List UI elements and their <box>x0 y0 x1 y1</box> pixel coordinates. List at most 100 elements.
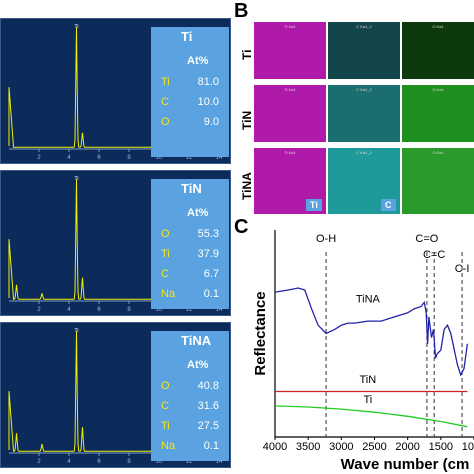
eds-tick-label: 4 <box>67 459 71 465</box>
ftir-x-label: Wave number (cm <box>341 456 470 473</box>
eds-peak-label: Ti <box>75 24 79 30</box>
element-label: O <box>161 228 170 240</box>
eds-tick-label: 6 <box>97 155 101 161</box>
ftir-series-label: TiNA <box>356 293 381 305</box>
ftir-x-tick-label: 2500 <box>362 441 386 453</box>
eds-tick-label: 6 <box>97 307 101 313</box>
composition-box: TiNA At% O 40.8 C 31.6 Ti 27.5 Na 0.1 <box>151 331 229 461</box>
ftir-series-tina <box>274 287 469 377</box>
eds-tick-label: 2 <box>37 307 41 313</box>
map-ti-ti: Ti Ka1 <box>254 22 326 79</box>
composition-box: TiN At% O 55.3 Ti 37.9 C 6.7 Na 0.1 <box>151 179 229 309</box>
map-title: C Ka1_2 <box>356 24 372 29</box>
element-value: 10.0 <box>197 96 219 108</box>
composition-row: O 9.0 <box>151 113 229 133</box>
eds-tick-label: 4 <box>67 155 71 161</box>
map-ti-o: O Ka1 <box>402 22 474 79</box>
element-value: 31.6 <box>197 400 219 412</box>
ftir-series-label: Ti <box>363 394 372 406</box>
eds-panel-ti: 2 4 6 8 10 12 14 Ti Ti At% Ti 81.0 C 10.0 O 9.0 <box>0 18 231 164</box>
eds-tick-label: 4 <box>67 307 71 313</box>
map-title: Ti Ka1 <box>284 24 296 29</box>
map-tag-c: C <box>381 199 396 211</box>
element-label: Ti <box>161 420 170 432</box>
element-value: 6.7 <box>203 268 219 280</box>
panel-letter-c: C <box>234 216 249 238</box>
ftir-annotation-label: C=O <box>415 233 438 245</box>
map-tin-ti: Ti Ka1 <box>254 85 326 142</box>
ftir-annotation-label: C-I <box>455 263 470 275</box>
composition-row: O 55.3 <box>151 225 229 245</box>
map-title: Ti Ka1 <box>284 87 296 92</box>
eds-tick-label: 14 <box>216 307 223 313</box>
map-title: C Ka1_2 <box>356 150 372 155</box>
ftir-x-tick-label: 2000 <box>395 441 419 453</box>
element-label: Na <box>161 288 176 300</box>
composition-row: Ti 81.0 <box>151 73 229 93</box>
eds-tick-label: 10 <box>156 307 163 313</box>
map-title: Ti Ka1 <box>284 150 296 155</box>
ftir-series-label: TiN <box>360 374 377 386</box>
element-label: O <box>161 116 170 128</box>
ftir-x-tick-label: 4000 <box>263 441 287 453</box>
map-title: O Ka1 <box>432 150 444 155</box>
eds-tick-label: 6 <box>97 459 101 465</box>
composition-row: Na 0.1 <box>151 285 229 305</box>
element-label: Ti <box>161 248 170 260</box>
eds-tick-label: 8 <box>127 155 131 161</box>
map-ti-c: C Ka1_2 <box>328 22 400 79</box>
element-label: C <box>161 268 169 280</box>
eds-tick-label: 2 <box>37 155 41 161</box>
element-value: 37.9 <box>197 248 219 260</box>
eds-peak-label: Ti <box>75 328 79 334</box>
composition-box: Ti At% Ti 81.0 C 10.0 O 9.0 <box>151 27 229 157</box>
map-tag-ti: Ti <box>306 199 322 211</box>
eds-tick-label: 10 <box>156 155 163 161</box>
eds-tick-label: 14 <box>216 155 223 161</box>
element-value: 55.3 <box>197 228 219 240</box>
element-label: C <box>161 96 169 108</box>
map-tina-o: O Ka1 <box>402 148 474 214</box>
element-value: 9.0 <box>203 116 219 128</box>
composition-row: O 40.8 <box>151 377 229 397</box>
element-value: 40.8 <box>197 380 219 392</box>
ftir-y-label: Reflectance <box>252 291 269 375</box>
eds-tick-label: 10 <box>156 459 163 465</box>
at-percent-header: At% <box>187 55 209 67</box>
map-title: O Ka1 <box>432 24 444 29</box>
sample-name: TiNA <box>181 333 212 348</box>
composition-row: Ti 37.9 <box>151 245 229 265</box>
ftir-x-tick-label: 1500 <box>429 441 453 453</box>
composition-row: Ti 27.5 <box>151 417 229 437</box>
composition-row: Na 0.1 <box>151 437 229 457</box>
composition-row: C 10.0 <box>151 93 229 113</box>
map-row-label: Ti <box>240 49 254 60</box>
element-value: 0.1 <box>203 288 219 300</box>
map-tin-o: O Ka1 <box>402 85 474 142</box>
at-percent-header: At% <box>187 359 209 371</box>
element-label: O <box>161 380 170 392</box>
at-percent-header: At% <box>187 207 209 219</box>
sample-name: TiN <box>181 181 202 196</box>
eds-tick-label: 14 <box>216 459 223 465</box>
map-row-label: TiNA <box>240 172 254 200</box>
element-label: Ti <box>161 76 170 88</box>
ftir-x-tick-label: 3000 <box>329 441 353 453</box>
ftir-x-tick-label: 1000 <box>462 441 474 453</box>
element-value: 0.1 <box>203 440 219 452</box>
map-tin-c: C Ka1_2 <box>328 85 400 142</box>
map-row-label: TiN <box>240 110 254 130</box>
sample-name: Ti <box>181 29 193 44</box>
eds-tick-label: 12 <box>186 459 193 465</box>
panel-letter-b: B <box>234 0 249 22</box>
ftir-series-ti <box>274 405 468 428</box>
ftir-x-tick-label: 3500 <box>296 441 320 453</box>
map-title: C Ka1_2 <box>356 87 372 92</box>
ftir-annotation-label: C=C <box>423 249 445 261</box>
ftir-chart: 4000 3500 3000 2500 2000 1500 1000 Wave number … <box>245 222 474 474</box>
composition-row: C 6.7 <box>151 265 229 285</box>
element-label: C <box>161 400 169 412</box>
eds-tick-label: 2 <box>37 459 41 465</box>
ftir-annotation-label: O-H <box>316 233 336 245</box>
element-label: Na <box>161 440 176 452</box>
